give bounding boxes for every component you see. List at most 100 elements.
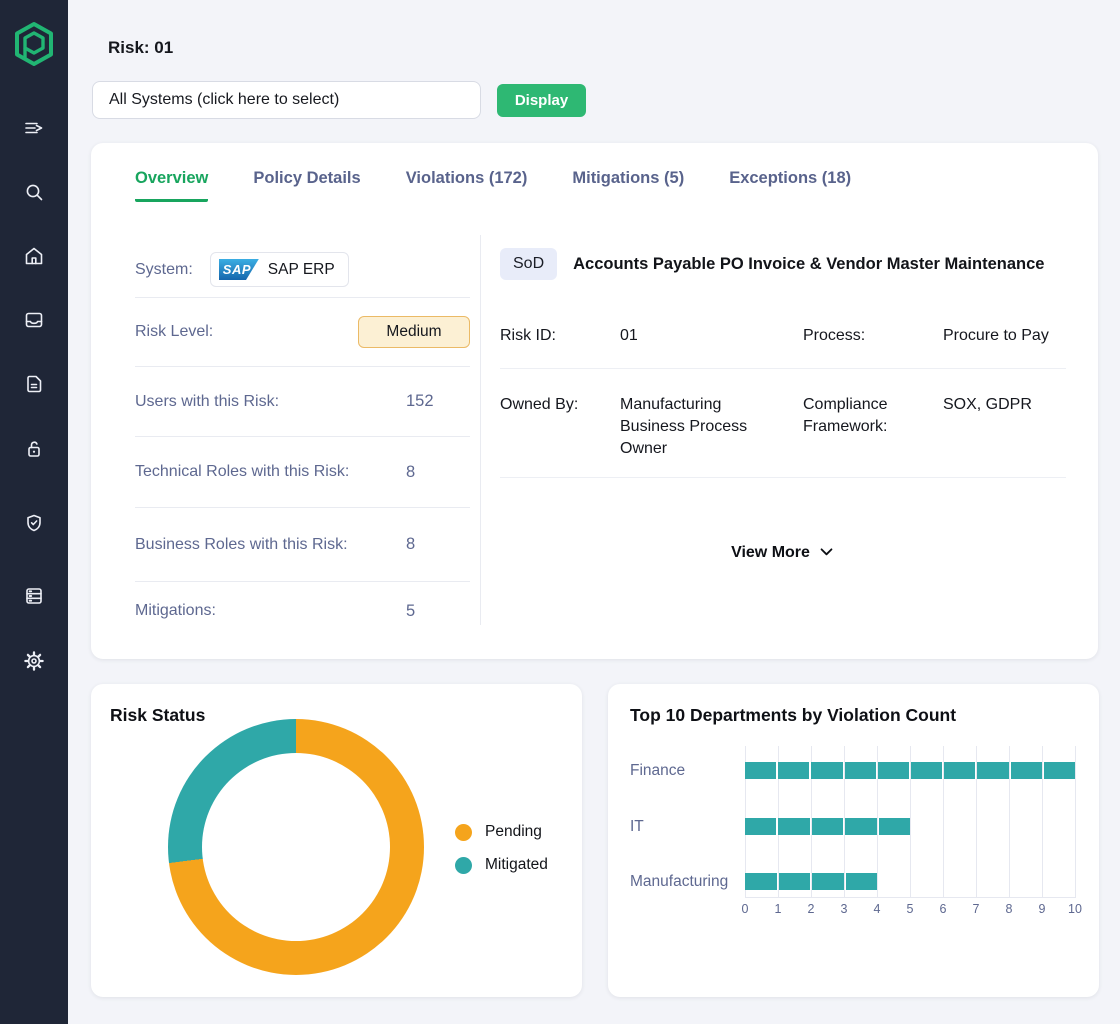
legend-dot-icon <box>455 857 472 874</box>
server-icon[interactable] <box>22 584 46 608</box>
bar-segment <box>745 873 777 890</box>
risk-title: Accounts Payable PO Invoice & Vendor Mas… <box>573 255 1044 274</box>
category-label-manufacturing: Manufacturing <box>630 873 728 891</box>
users-with-risk-row: Users with this Risk: 152 <box>135 367 470 437</box>
gear-icon[interactable] <box>22 649 46 673</box>
sod-badge: SoD <box>500 248 557 280</box>
tab-violations[interactable]: Violations (172) <box>406 169 528 202</box>
tab-overview[interactable]: Overview <box>135 169 208 202</box>
system-row: System: SAP SAP ERP <box>135 242 470 298</box>
x-tick-label: 1 <box>775 902 782 916</box>
risk-level-badge: Medium <box>358 316 470 348</box>
business-roles-row: Business Roles with this Risk: 8 <box>135 508 470 582</box>
business-roles-value: 8 <box>406 535 415 554</box>
compliance-value: SOX, GDPR <box>943 394 1066 460</box>
risk-status-title: Risk Status <box>110 705 205 726</box>
legend-item-mitigated: Mitigated <box>455 856 548 874</box>
x-tick-label: 6 <box>940 902 947 916</box>
sidebar <box>0 0 68 1024</box>
bar-finance <box>745 762 1075 779</box>
brand-logo[interactable] <box>13 21 55 67</box>
x-tick-label: 10 <box>1068 902 1082 916</box>
owned-by-value: Manufacturing Business Process Owner <box>620 394 803 460</box>
x-tick-label: 2 <box>808 902 815 916</box>
detail-divider <box>500 368 1066 369</box>
bar-segment <box>778 762 809 779</box>
system-chip: SAP SAP ERP <box>210 252 349 287</box>
lock-icon[interactable] <box>22 437 46 461</box>
home-icon[interactable] <box>22 244 46 268</box>
technical-roles-value: 8 <box>406 463 415 482</box>
x-tick-label: 0 <box>742 902 749 916</box>
departments-chart-card: Top 10 Departments by Violation Count Fi… <box>608 684 1099 997</box>
system-select[interactable]: All Systems (click here to select) <box>92 81 481 119</box>
risk-id-value: 01 <box>620 325 803 347</box>
donut-legend: Pending Mitigated <box>455 823 548 874</box>
bar-segment <box>745 818 776 835</box>
chevron-down-icon <box>818 543 835 560</box>
mitigations-row: Mitigations: 5 <box>135 582 470 640</box>
risk-level-row: Risk Level: Medium <box>135 298 470 367</box>
panel-divider <box>480 235 481 625</box>
bar-segment <box>944 762 975 779</box>
mitigations-label: Mitigations: <box>135 602 216 620</box>
shield-check-icon[interactable] <box>22 511 46 535</box>
system-label: System: <box>135 261 193 279</box>
menu-toggle-icon[interactable] <box>22 116 46 140</box>
legend-label: Mitigated <box>485 856 548 874</box>
technical-roles-row: Technical Roles with this Risk: 8 <box>135 437 470 508</box>
bar-segment <box>812 818 843 835</box>
document-icon[interactable] <box>22 372 46 396</box>
bar-segment <box>911 762 942 779</box>
bar-segment <box>845 818 876 835</box>
search-icon[interactable] <box>22 180 46 204</box>
risk-summary-panel: System: SAP SAP ERP Risk Level: Medium U… <box>135 242 470 640</box>
owned-by-label: Owned By: <box>500 394 620 460</box>
view-more-button[interactable]: View More <box>500 543 1066 562</box>
bar-segment <box>1011 762 1042 779</box>
display-button[interactable]: Display <box>497 84 586 117</box>
bar-it <box>745 818 910 835</box>
process-value: Procure to Pay <box>943 325 1066 347</box>
category-label-it: IT <box>630 818 644 836</box>
compliance-label: Compliance Framework: <box>803 394 943 460</box>
x-tick-label: 3 <box>841 902 848 916</box>
bar-segment <box>846 873 878 890</box>
bar-segment <box>879 818 910 835</box>
users-with-risk-value: 152 <box>406 392 434 411</box>
risk-level-label: Risk Level: <box>135 323 213 341</box>
x-tick-label: 4 <box>874 902 881 916</box>
view-more-label: View More <box>731 544 810 561</box>
business-roles-label: Business Roles with this Risk: <box>135 536 348 554</box>
legend-item-pending: Pending <box>455 823 548 841</box>
risk-status-donut <box>168 719 424 975</box>
category-label-finance: Finance <box>630 762 685 780</box>
x-tick-label: 9 <box>1039 902 1046 916</box>
risk-id-label: Risk ID: <box>500 325 620 347</box>
tab-bar: Overview Policy Details Violations (172)… <box>135 169 851 202</box>
risk-overview-card: Overview Policy Details Violations (172)… <box>91 143 1098 659</box>
page-title: Risk: 01 <box>108 38 173 58</box>
mitigations-value: 5 <box>406 602 415 621</box>
tab-mitigations[interactable]: Mitigations (5) <box>572 169 684 202</box>
risk-status-card: Risk Status Pending Mitigated <box>91 684 582 997</box>
bar-segment <box>745 762 776 779</box>
owner-compliance-row: Owned By: Manufacturing Business Process… <box>500 394 1066 460</box>
departments-chart-title: Top 10 Departments by Violation Count <box>630 705 956 726</box>
system-value: SAP ERP <box>268 261 335 279</box>
technical-roles-label: Technical Roles with this Risk: <box>135 463 349 481</box>
bar-manufacturing <box>745 873 877 890</box>
inbox-icon[interactable] <box>22 308 46 332</box>
tab-policy-details[interactable]: Policy Details <box>253 169 360 202</box>
risk-id-process-row: Risk ID: 01 Process: Procure to Pay <box>500 325 1066 347</box>
risk-detail-header: SoD Accounts Payable PO Invoice & Vendor… <box>500 248 1075 280</box>
gridline <box>1075 746 1076 898</box>
x-tick-label: 5 <box>907 902 914 916</box>
x-tick-label: 8 <box>1006 902 1013 916</box>
legend-label: Pending <box>485 823 542 841</box>
bar-segment <box>1044 762 1075 779</box>
bar-plot-area <box>745 746 1075 898</box>
detail-divider <box>500 477 1066 478</box>
tab-exceptions[interactable]: Exceptions (18) <box>729 169 851 202</box>
process-label: Process: <box>803 325 943 347</box>
